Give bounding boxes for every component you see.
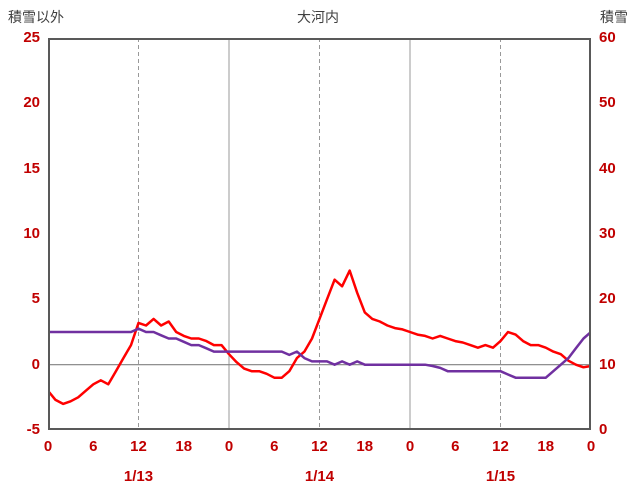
y-axis-left-tick-label: -5 <box>26 421 40 438</box>
x-axis-tick-label: 6 <box>270 438 279 455</box>
y-axis-right-tick-label: 40 <box>599 159 616 177</box>
plot-border <box>48 38 591 430</box>
left-axis-title: 積雪以外 <box>8 9 64 25</box>
x-axis-tick-label: 0 <box>43 438 53 455</box>
y-axis-left-tick-label: 5 <box>31 290 40 308</box>
y-axis-right-tick-label: 50 <box>599 94 616 112</box>
x-axis-tick-label: 12 <box>492 438 509 455</box>
plot-area <box>48 38 591 430</box>
y-axis-right-tick-label: 30 <box>599 225 616 242</box>
x-axis-tick-label: 0 <box>586 438 596 455</box>
x-axis-tick-label: 6 <box>89 438 98 455</box>
y-axis-right-tick-label: 10 <box>599 355 616 373</box>
series-line-purple <box>48 327 591 379</box>
right-axis-title: 積雪 <box>600 9 628 25</box>
x-axis-tick-label: 6 <box>451 438 460 455</box>
series-line-red <box>48 269 591 406</box>
x-axis-tick-label: 18 <box>175 438 193 455</box>
x-axis-tick-label: 18 <box>356 438 374 455</box>
y-axis-left-tick-label: 10 <box>23 225 40 242</box>
y-axis-left-tick-label: 15 <box>23 159 40 177</box>
y-axis-right-tick-label: 20 <box>599 290 616 308</box>
x-axis-tick-label: 0 <box>405 438 415 455</box>
y-axis-left-tick-label: 20 <box>23 94 40 112</box>
x-axis-date-label: 1/14 <box>304 468 335 485</box>
x-axis-tick-label: 12 <box>130 438 147 455</box>
x-axis-date-label: 1/15 <box>485 468 516 485</box>
y-axis-right-tick-label: 60 <box>599 29 616 46</box>
x-axis-tick-label: 18 <box>537 438 555 455</box>
y-axis-right-tick-label: 0 <box>599 421 608 438</box>
y-axis-left-tick-label: 0 <box>31 355 40 373</box>
x-axis-date-label: 1/13 <box>123 468 154 485</box>
x-axis-tick-label: 12 <box>311 438 328 455</box>
chart-title: 大河内 <box>297 9 339 25</box>
x-axis-tick-label: 0 <box>224 438 234 455</box>
y-axis-left-tick-label: 25 <box>23 29 40 46</box>
